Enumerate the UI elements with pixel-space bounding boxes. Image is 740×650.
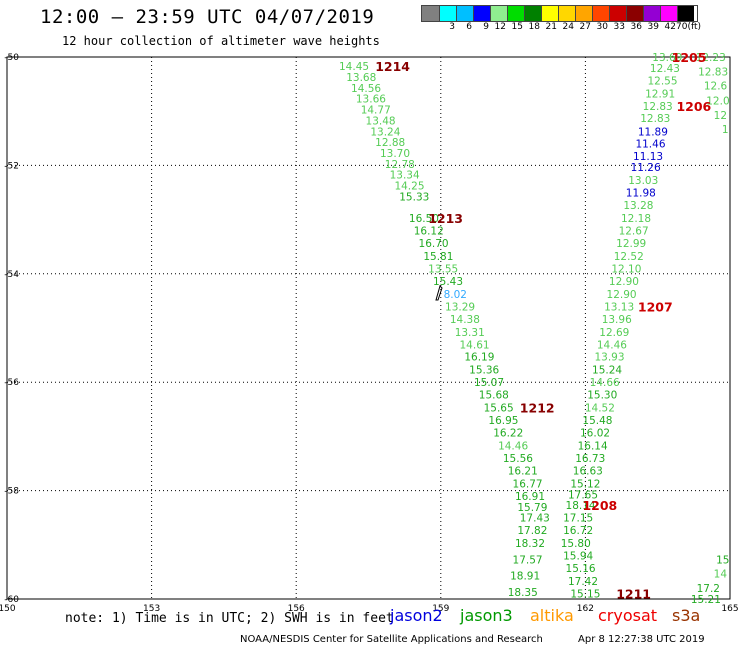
wave-height-map: 150 153 156 159 162 165-50-52-54-56-58-6014.4… xyxy=(0,0,740,650)
wave-height-value: 14.66 xyxy=(590,377,620,389)
wave-height-value: 15.21 xyxy=(691,594,721,606)
wave-height-value: 12.52 xyxy=(614,251,644,263)
wave-height-value: 12.83 xyxy=(640,113,670,125)
wave-height-value: 15.30 xyxy=(587,390,617,402)
wave-height-value: 15.33 xyxy=(399,191,429,203)
wave-height-value: 15.81 xyxy=(423,251,453,263)
wave-height-value: 13.28 xyxy=(623,200,653,212)
pass-time-label: 1207 xyxy=(638,299,673,314)
wave-height-value: 15.65 xyxy=(484,403,514,415)
wave-height-value: 11.89 xyxy=(638,126,668,138)
wave-height-value: 16.12 xyxy=(414,225,444,237)
wave-height-value: 17.42 xyxy=(568,576,598,588)
lat-tick-label: -52 xyxy=(4,161,19,171)
pass-time-label: 1212 xyxy=(520,401,555,416)
lat-tick-label: -58 xyxy=(4,487,19,497)
wave-height-value: 16.14 xyxy=(578,441,608,453)
wave-height-value: 15.56 xyxy=(503,453,533,465)
wave-height-value: 12.67 xyxy=(619,225,649,237)
lon-tick-label: 162 xyxy=(577,604,594,614)
wave-height-value: 12.18 xyxy=(621,213,651,225)
satellite-cryosat: cryosat xyxy=(598,606,657,625)
wave-height-value: 13.93 xyxy=(594,352,624,364)
wave-height-value: 17.82 xyxy=(517,525,547,537)
wave-height-value: 17.15 xyxy=(563,513,593,525)
wave-height-value: 16.19 xyxy=(464,352,494,364)
wave-height-value: 18.91 xyxy=(510,571,540,583)
wave-height-value: 15.24 xyxy=(592,365,622,377)
wave-height-value: 15.48 xyxy=(582,415,612,427)
wave-height-value: 18.35 xyxy=(508,587,538,599)
wave-height-value: 13.29 xyxy=(445,301,475,313)
satellite-s3a: s3a xyxy=(672,606,700,625)
wave-height-value: 17.57 xyxy=(513,554,543,566)
satellite-altika: altika xyxy=(530,606,574,625)
wave-height-value: 16.22 xyxy=(493,428,523,440)
wave-height-value: 12.99 xyxy=(616,238,646,250)
wave-height-value: 16.63 xyxy=(573,466,603,478)
wave-height-value: 11.98 xyxy=(626,188,656,200)
wave-height-value: 15 xyxy=(716,554,729,566)
wave-height-value: 15.07 xyxy=(474,377,504,389)
wave-height-value: 12.6 xyxy=(704,81,728,93)
wave-height-value: 16.77 xyxy=(513,479,543,491)
wave-height-value: 15.36 xyxy=(469,365,499,377)
wave-height-value: 11.26 xyxy=(631,162,661,174)
wave-height-value: 11.46 xyxy=(635,139,665,151)
pass-time-label: 1205 xyxy=(672,50,707,65)
wave-height-value: 12.83 xyxy=(643,101,673,113)
pass-time-label: 1211 xyxy=(616,587,651,602)
satellite-jason3: jason3 xyxy=(460,606,513,625)
wave-height-value: 13.55 xyxy=(428,263,458,275)
lat-tick-label: -50 xyxy=(4,53,19,63)
credit-text: NOAA/NESDIS Center for Satellite Applica… xyxy=(240,634,543,645)
wave-height-value: 15.43 xyxy=(433,276,463,288)
wave-height-value: 13.13 xyxy=(604,301,634,313)
wave-height-value: 13.31 xyxy=(455,327,485,339)
footer-note: note: 1) Time is in UTC; 2) SWH is in fe… xyxy=(65,611,394,626)
wave-height-value: 12.91 xyxy=(645,88,675,100)
wave-height-value: 18.32 xyxy=(515,538,545,550)
wave-height-value: 17.43 xyxy=(520,513,550,525)
wave-height-value: 14.61 xyxy=(460,339,490,351)
wave-height-value: 14.52 xyxy=(585,403,615,415)
lon-tick-label: 165 xyxy=(721,604,738,614)
wave-height-value: 16.72 xyxy=(563,525,593,537)
satellite-jason2: jason2 xyxy=(390,606,443,625)
wave-height-value: 14.46 xyxy=(498,441,528,453)
wave-height-value: 15.94 xyxy=(563,551,593,563)
wave-height-value: 12.90 xyxy=(609,276,639,288)
lat-tick-label: -54 xyxy=(4,270,19,280)
lat-tick-label: -56 xyxy=(4,378,19,388)
wave-height-value: 14.38 xyxy=(450,314,480,326)
wave-height-value: 14 xyxy=(714,569,728,581)
wave-height-value: 12.83 xyxy=(698,67,728,79)
pass-time-label: 1206 xyxy=(676,99,711,114)
lat-tick-label: -60 xyxy=(4,595,19,605)
wave-height-value: 12 xyxy=(714,110,727,122)
wave-height-value: 16.73 xyxy=(575,453,605,465)
wave-height-value: 16.70 xyxy=(419,238,449,250)
wave-height-value: 16.02 xyxy=(580,428,610,440)
wave-height-value: 12.10 xyxy=(611,263,641,275)
lon-tick-label: 150 xyxy=(0,604,16,614)
wave-height-value: 8.02 xyxy=(444,289,467,301)
wave-height-value: 15.15 xyxy=(570,589,600,601)
wave-height-value: 14.46 xyxy=(597,339,627,351)
wave-height-value: 15.16 xyxy=(566,563,596,575)
pass-time-label: 1213 xyxy=(428,211,463,226)
wave-height-value: 15.80 xyxy=(561,538,591,550)
wave-height-value: 16.21 xyxy=(508,466,538,478)
wave-height-value: 13.03 xyxy=(628,175,658,187)
pass-time-label: 1208 xyxy=(582,498,617,513)
wave-height-value: 12.55 xyxy=(647,75,677,87)
wave-height-value: 12.69 xyxy=(599,327,629,339)
pass-time-label: 1214 xyxy=(375,59,410,74)
wave-height-value: 15.68 xyxy=(479,390,509,402)
wave-height-value: 16.95 xyxy=(488,415,518,427)
wave-height-value: 13.96 xyxy=(602,314,632,326)
generated-timestamp: Apr 8 12:27:38 UTC 2019 xyxy=(578,634,705,645)
wave-height-value: 12.90 xyxy=(607,289,637,301)
wave-height-value: 1 xyxy=(722,124,729,136)
